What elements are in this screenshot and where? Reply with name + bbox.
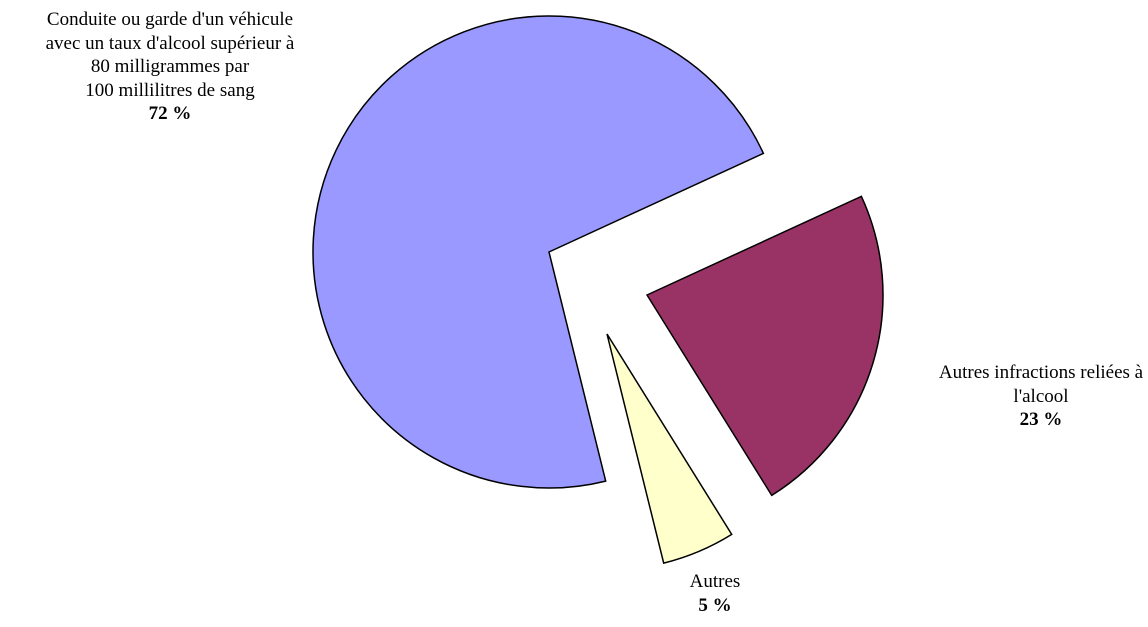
slice-label-other: Autres 5 % [650, 570, 780, 617]
slice-percent: 72 % [148, 103, 192, 124]
pie-slice-other [606, 333, 733, 564]
slice-label-line: 80 milligrammes par [90, 56, 250, 77]
pie-slice-other-alcohol-offences [645, 195, 884, 497]
slice-label-other-alcohol-offences: Autres infractions reliées à l'alcool 23… [934, 361, 1148, 432]
slice-percent: 5 % [698, 594, 732, 616]
slice-label-line: avec un taux d'alcool supérieur à [45, 32, 295, 54]
slice-label-line: Conduite ou garde d'un véhicule [46, 9, 294, 30]
slice-label-line: l'alcool [1013, 385, 1069, 407]
pie-slice-impaired-driving [312, 15, 765, 489]
slice-label-line: Autres infractions reliées à [938, 362, 1144, 383]
slice-percent: 23 % [1019, 409, 1063, 430]
slice-label-line: 100 millilitres de sang [85, 79, 255, 101]
slice-label-impaired-driving: Conduite ou garde d'un véhicule avec un … [0, 8, 340, 126]
slice-label-line: Autres [689, 571, 741, 592]
